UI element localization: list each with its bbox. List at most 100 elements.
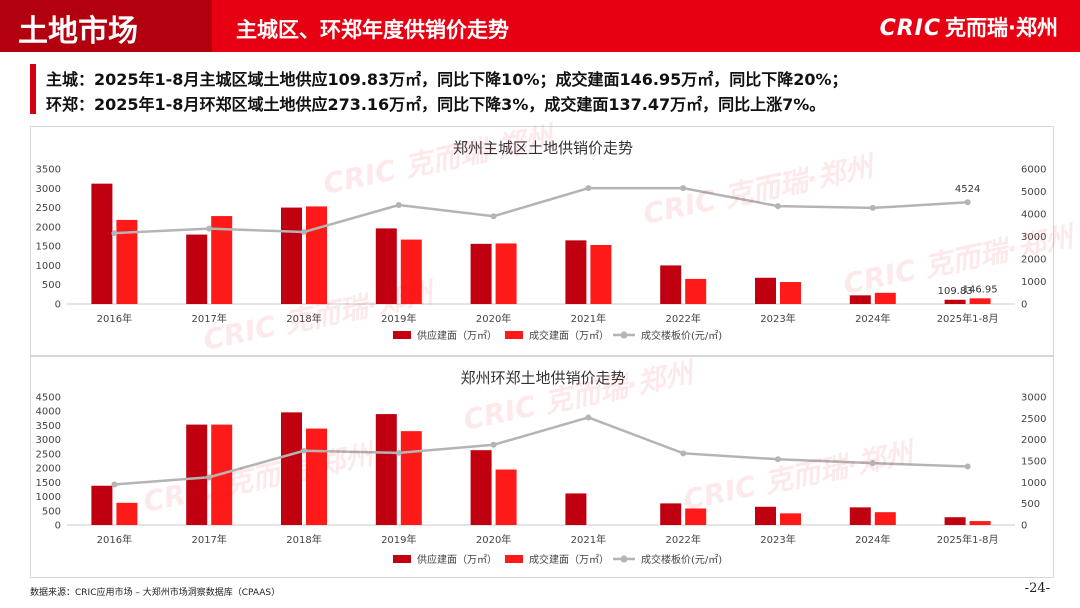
bar-supply xyxy=(565,493,587,525)
x-tick-label: 2017年 xyxy=(191,533,226,546)
y-tick-label-right: 6000 xyxy=(1021,165,1046,176)
chart-surrounding: 郑州环郑土地供销价走势 0 500 1000 1500 2000 2500 3000 3500 4… xyxy=(36,369,1047,566)
legend-swatch xyxy=(620,331,628,339)
legend-label: 成交建面（万㎡） xyxy=(529,329,609,342)
bar-supply xyxy=(470,450,492,525)
bar-supply xyxy=(91,485,113,525)
y-tick-label-right: 500 xyxy=(1021,499,1040,510)
title-box: 土地市场 xyxy=(0,0,212,52)
price-point xyxy=(490,441,497,448)
y-tick-label-right: 1500 xyxy=(1021,457,1046,468)
price-point xyxy=(206,474,213,481)
y-tick-label-left: 3000 xyxy=(36,435,61,446)
x-tick-label: 2022年 xyxy=(665,533,700,546)
bar-transaction xyxy=(116,502,138,525)
y-tick-label-right: 2000 xyxy=(1021,255,1046,266)
x-tick-label: 2025年1-8月 xyxy=(937,533,999,546)
price-point xyxy=(301,229,307,235)
legend-swatch xyxy=(393,555,411,563)
x-tick-label: 2024年 xyxy=(855,533,890,546)
summary-line-main-city: 主城：2025年1-8月主城区域土地供应109.83万㎡，同比下降10%；成交建… xyxy=(46,70,848,89)
bar-transaction xyxy=(116,219,138,304)
brand-logo-cn: 克而瑞·郑州 xyxy=(945,16,1058,40)
y-tick-label-left: 4000 xyxy=(36,407,61,418)
x-tick-label: 2017年 xyxy=(191,312,226,325)
bar-transaction xyxy=(780,513,801,525)
y-tick-label-left: 3000 xyxy=(36,184,61,195)
page-subtitle: 主城区、环郑年度供销价走势 xyxy=(236,17,509,42)
x-tick-label: 2022年 xyxy=(665,312,700,325)
y-tick-label-right: 3000 xyxy=(1021,232,1046,243)
bar-supply xyxy=(375,228,397,304)
x-tick-label: 2020年 xyxy=(476,312,511,325)
data-label: 146.95 xyxy=(963,284,998,295)
bar-supply xyxy=(470,243,492,304)
price-point xyxy=(585,414,592,421)
x-tick-label: 2023年 xyxy=(760,312,795,325)
brand-logo-latin: CRIC xyxy=(879,16,942,41)
x-tick-label: 2024年 xyxy=(855,312,890,325)
y-tick-label-left: 2500 xyxy=(36,449,61,460)
header-banner: 土地市场 主城区、环郑年度供销价走势 CRIC 克而瑞·郑州 xyxy=(0,0,1080,52)
y-tick-label-left: 1000 xyxy=(36,261,61,272)
y-tick-label-left: 1500 xyxy=(36,242,61,253)
summary-line-surrounding: 环郑：2025年1-8月环郑区域土地供应273.16万㎡，同比下降3%，成交建面… xyxy=(46,95,826,114)
y-tick-label-left: 3500 xyxy=(36,421,61,432)
y-tick-label-left: 500 xyxy=(42,506,61,517)
bar-supply xyxy=(281,207,302,304)
bar-supply xyxy=(755,506,776,525)
x-tick-label: 2019年 xyxy=(381,533,416,546)
y-tick-label-right: 2500 xyxy=(1021,414,1046,425)
bar-supply xyxy=(660,265,682,304)
price-point xyxy=(964,463,971,470)
brand-logo: CRIC 克而瑞·郑州 xyxy=(880,12,1058,42)
bar-supply xyxy=(565,240,587,304)
y-tick-label-left: 1500 xyxy=(36,478,61,489)
bar-supply xyxy=(944,517,966,525)
bar-transaction xyxy=(400,431,422,525)
legend-swatch xyxy=(393,331,411,339)
y-tick-label-left: 500 xyxy=(42,280,61,291)
data-source-note: 数据来源：CRIC应用市场 – 大郑州市场洞察数据库（CPAAS） xyxy=(30,588,281,598)
price-point xyxy=(206,225,213,232)
chart-panel-surrounding: 郑州环郑土地供销价走势 0 500 1000 1500 2000 2500 3000 3500 4… xyxy=(30,356,1054,578)
price-point xyxy=(869,460,876,467)
chart-panel-main-city: 郑州主城区土地供销价走势 0 500 1000 1500 2000 2500 3000 3500… xyxy=(30,120,1076,357)
y-tick-label-left: 2000 xyxy=(36,222,61,233)
data-label: 109.83 xyxy=(938,286,973,297)
bar-transaction xyxy=(306,428,327,525)
price-line xyxy=(114,186,968,235)
bar-supply xyxy=(186,234,208,304)
price-point xyxy=(964,199,971,206)
chart-title: 郑州主城区土地供销价走势 xyxy=(453,139,633,157)
price-point xyxy=(490,213,497,220)
bar-transaction xyxy=(874,512,896,525)
legend-label: 成交楼板价(元/㎡) xyxy=(641,553,722,566)
bar-supply xyxy=(186,424,208,525)
data-label: 4524 xyxy=(955,184,980,195)
price-line xyxy=(114,416,968,486)
price-point xyxy=(775,456,781,463)
summary-accent-bar xyxy=(30,64,36,114)
page-title: 土地市场 xyxy=(18,14,138,49)
y-tick-label-right: 3000 xyxy=(1021,393,1046,404)
x-tick-label: 2021年 xyxy=(571,533,606,546)
price-point xyxy=(680,185,687,192)
bar-transaction xyxy=(969,521,991,525)
x-tick-label: 2016年 xyxy=(97,533,132,546)
bar-transaction xyxy=(685,278,707,304)
legend-label: 成交楼板价(元/㎡) xyxy=(641,329,722,342)
y-tick-label-left: 2500 xyxy=(36,203,61,214)
y-tick-label-right: 1000 xyxy=(1021,277,1046,288)
bar-transaction xyxy=(780,282,801,304)
bar-supply xyxy=(660,503,682,525)
bar-transaction xyxy=(400,239,422,304)
y-tick-label-left: 3500 xyxy=(36,165,61,176)
y-tick-label-left: 1000 xyxy=(36,492,61,503)
price-point xyxy=(585,185,592,192)
price-point xyxy=(680,450,687,457)
price-point xyxy=(869,204,876,211)
x-tick-label: 2018年 xyxy=(286,533,321,546)
y-tick-label-left: 4500 xyxy=(36,393,61,404)
bar-supply xyxy=(944,299,966,304)
